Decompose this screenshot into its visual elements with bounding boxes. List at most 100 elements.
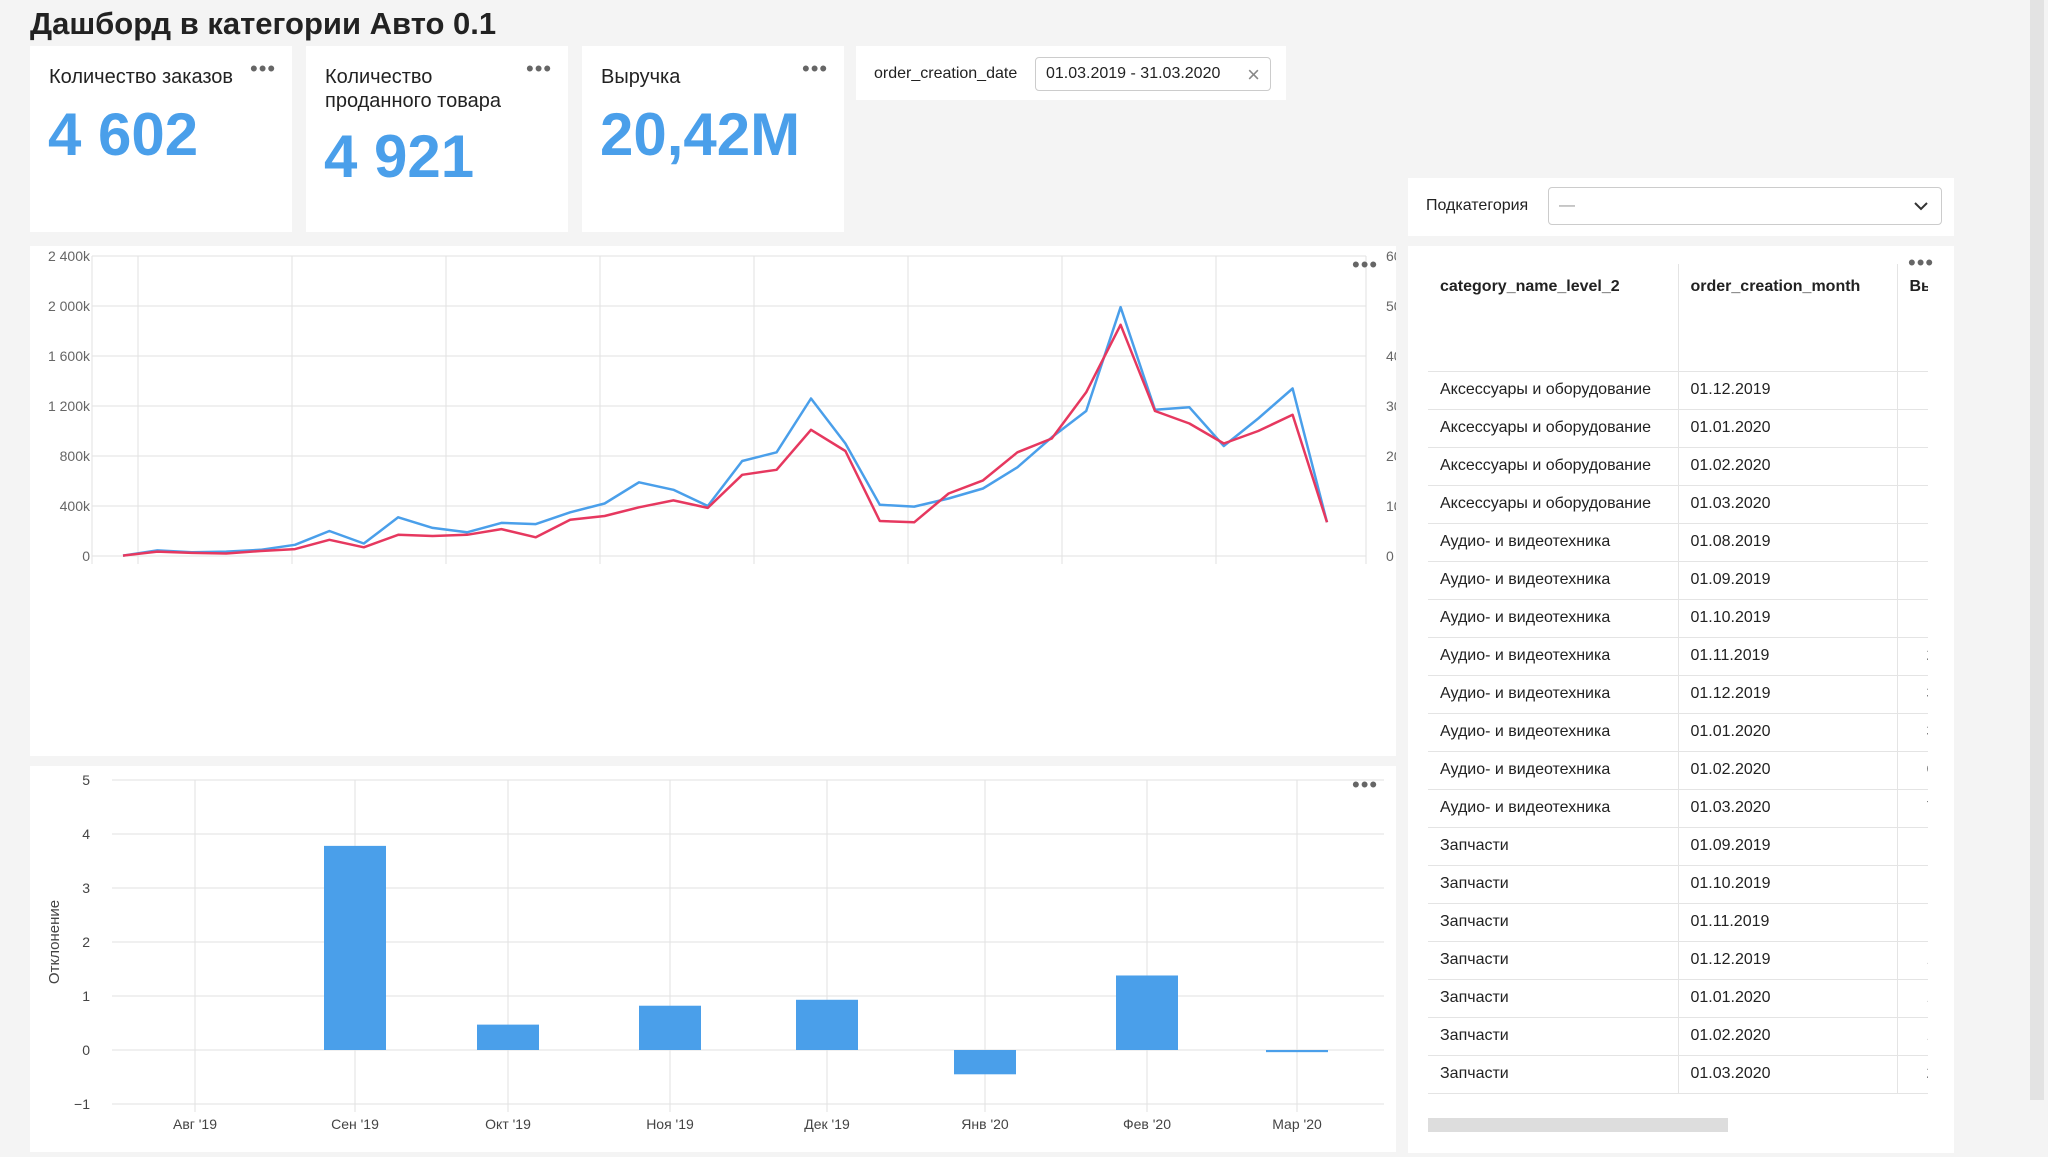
more-options-icon[interactable]: ••• — [526, 56, 553, 81]
y-tick-label: 5 — [82, 772, 90, 788]
kpi-label: Количество заказов — [49, 66, 234, 88]
table-cell: Аксессуары и оборудование — [1428, 485, 1679, 524]
series-line — [122, 305, 1329, 557]
line-chart-card: 0 400k 800k 1 200k 1 600k 2 000k 2 400k 0 100 200… — [30, 246, 1410, 756]
kpi-card-items-sold: Количество проданного товара 4 921 ••• — [306, 46, 568, 232]
bar — [954, 1050, 1016, 1075]
x-tick-label: Ноя '19 — [646, 1116, 694, 1132]
table-cell: 01.03.2020 — [1678, 1055, 1898, 1094]
y2-tick-label: 0 — [1386, 548, 1394, 564]
table-cell: Аудио- и видеотехника — [1428, 523, 1679, 562]
column-header[interactable]: order_creation_month — [1678, 264, 1898, 372]
column-header[interactable]: category_name_level_2 — [1428, 264, 1679, 372]
bar-chart-card: −1 0 1 2 3 4 5 Отклонение Авг '19 Сен '19 Окт '19 Н… — [30, 766, 1396, 1152]
more-options-icon[interactable]: ••• — [1352, 772, 1379, 797]
x-tick-label: Окт '19 — [485, 1116, 531, 1132]
bar — [1116, 975, 1178, 1050]
y-tick-label: −1 — [74, 1096, 90, 1112]
line-chart: 0 400k 800k 1 200k 1 600k 2 000k 2 400k 0 100 200… — [48, 248, 1410, 564]
table-cell: Запчасти — [1428, 1055, 1679, 1094]
y-tick-label: 0 — [82, 548, 90, 564]
table-cell: 01.01.2020 — [1678, 713, 1898, 752]
table-cell: 01.01.2020 — [1678, 409, 1898, 448]
table-cell: 56 96 — [1897, 903, 1928, 942]
more-options-icon[interactable]: ••• — [1352, 252, 1379, 277]
bar — [639, 1005, 701, 1050]
table-cell: Аксессуары и оборудование — [1428, 447, 1679, 486]
page-scrollbar[interactable] — [2030, 0, 2044, 1100]
date-filter-input[interactable]: 01.03.2019 - 31.03.2020 × — [1035, 57, 1271, 91]
more-options-icon[interactable]: ••• — [250, 56, 277, 81]
chevron-down-icon — [1914, 202, 1928, 211]
y-tick-label: 800k — [60, 448, 91, 464]
y2-tick-label: 200 — [1386, 448, 1396, 464]
column-header[interactable]: Выручк — [1897, 264, 1928, 372]
table-cell: 01.09.2019 — [1678, 827, 1898, 866]
x-tick-label: Янв '20 — [961, 1116, 1009, 1132]
bar — [796, 999, 858, 1050]
table-cell: Аудио- и видеотехника — [1428, 751, 1679, 790]
x-tick-label: Сен '19 — [331, 1116, 379, 1132]
y-tick-label: 1 — [82, 988, 90, 1004]
table-cell: 13 09 — [1897, 371, 1928, 410]
horizontal-scrollbar[interactable] — [1428, 1118, 1728, 1132]
table-cell: Аудио- и видеотехника — [1428, 637, 1679, 676]
table-cell: Аудио- и видеотехника — [1428, 561, 1679, 600]
table-cell: 01.02.2020 — [1678, 447, 1898, 486]
y2-tick-label: 100 — [1386, 498, 1396, 514]
kpi-label: Выручка — [601, 66, 681, 88]
bar-chart: −1 0 1 2 3 4 5 Отклонение Авг '19 Сен '19 Окт '19 Н… — [46, 772, 1384, 1132]
more-options-icon[interactable]: ••• — [1908, 250, 1935, 275]
date-filter-card: order_creation_date 01.03.2019 - 31.03.2… — [856, 46, 1286, 100]
table-cell: Запчасти — [1428, 827, 1679, 866]
table-cell: Запчасти — [1428, 865, 1679, 904]
x-tick-label: Фев '20 — [1123, 1116, 1171, 1132]
table-cell: 139 02 — [1897, 941, 1928, 980]
table-cell: 01.10.2019 — [1678, 865, 1898, 904]
table-cell: 01.12.2019 — [1678, 371, 1898, 410]
bar — [324, 845, 386, 1050]
subcategory-select[interactable]: — — [1548, 187, 1942, 225]
y2-tick-label: 400 — [1386, 348, 1396, 364]
y2-tick-label: 300 — [1386, 398, 1396, 414]
table-cell: 01.11.2019 — [1678, 637, 1898, 676]
table-cell: 01.12.2019 — [1678, 675, 1898, 714]
table-card: ••• category_name_level_2 order_creation… — [1408, 246, 1954, 1153]
dashboard-title: Дашборд в категории Авто 0.1 — [30, 6, 497, 41]
table-cell: 11 25 — [1897, 409, 1928, 448]
y-tick-label: 3 — [82, 880, 90, 896]
kpi-value: 4 602 — [48, 101, 199, 168]
table-cell: 01.11.2019 — [1678, 903, 1898, 942]
y2-tick-label: 600 — [1386, 248, 1396, 264]
table-cell: Запчасти — [1428, 1017, 1679, 1056]
table-cell: 304 66 — [1897, 675, 1928, 714]
more-options-icon[interactable]: ••• — [802, 56, 829, 81]
series-line — [122, 323, 1329, 557]
table-cell: 24 75 — [1897, 865, 1928, 904]
table-cell: Аудио- и видеотехника — [1428, 599, 1679, 638]
clear-icon[interactable]: × — [1247, 62, 1260, 87]
table-cell: 01.02.2020 — [1678, 751, 1898, 790]
table-cell: 01.03.2020 — [1678, 789, 1898, 828]
table-cell: Аудио- и видеотехника — [1428, 789, 1679, 828]
table-cell: 15 45 — [1897, 827, 1928, 866]
